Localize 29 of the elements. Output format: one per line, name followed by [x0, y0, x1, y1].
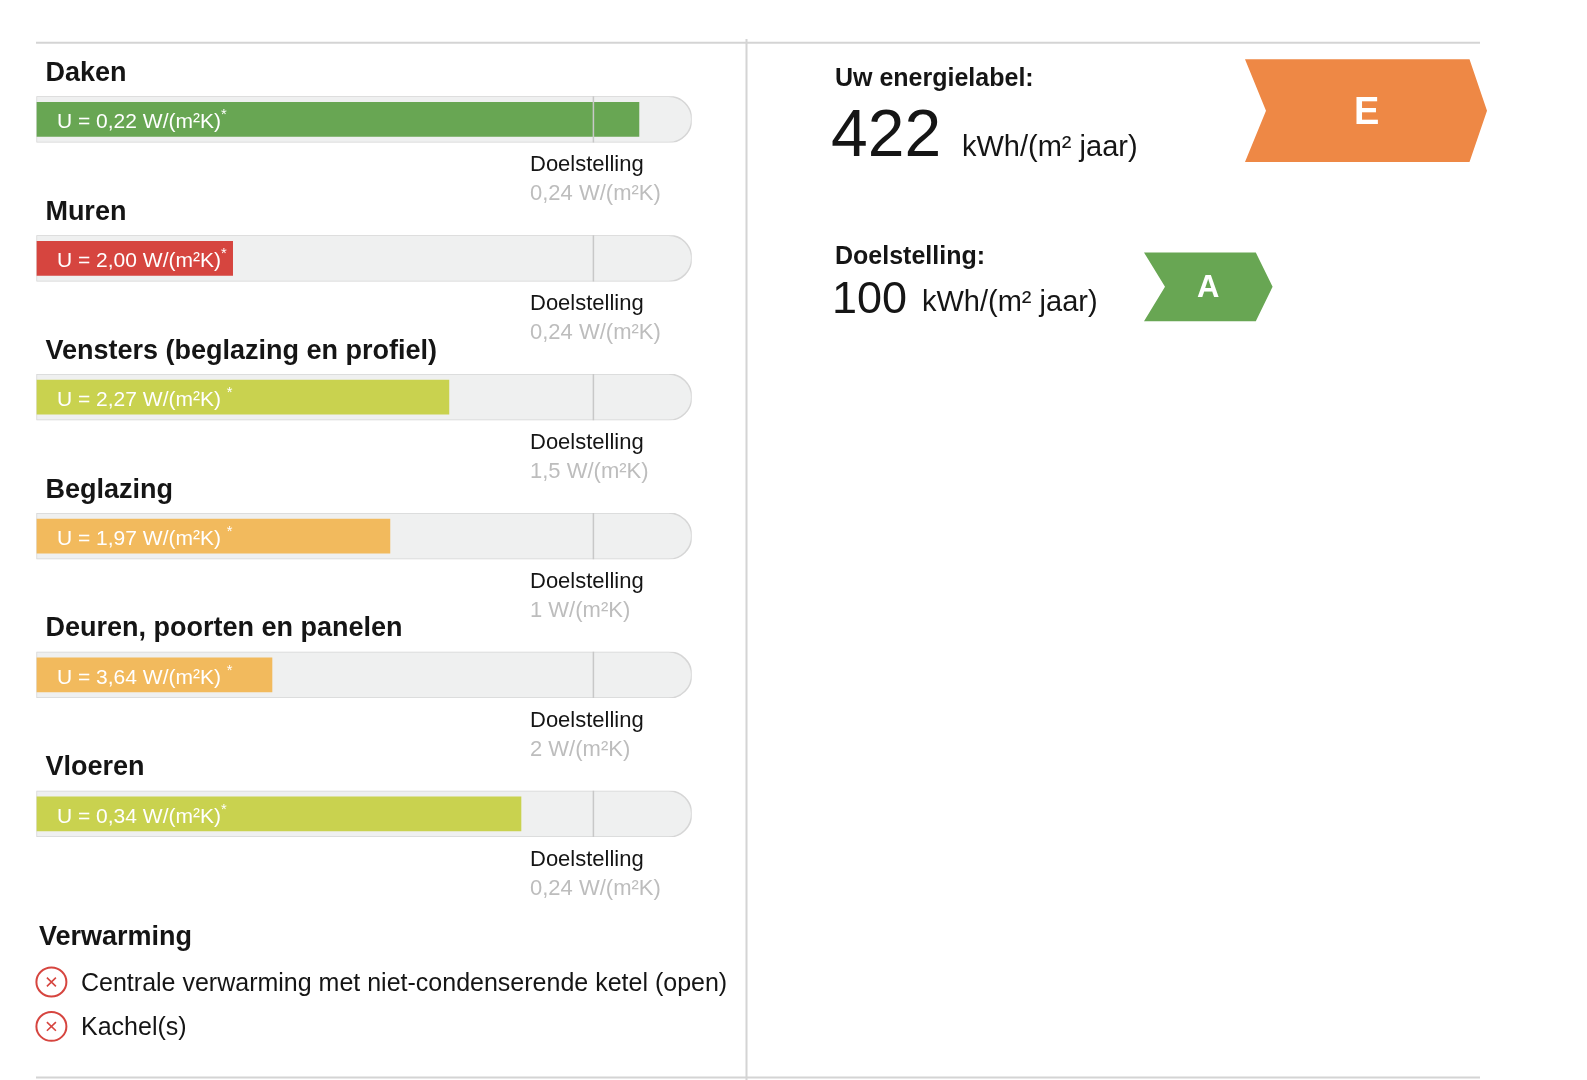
text: Kachel(s)	[81, 1012, 187, 1040]
ref-line-label: Doelstelling 0,24 W/(m²K)	[530, 846, 661, 900]
text: kWh/(m² jaar)	[962, 130, 1138, 162]
text: 100	[832, 272, 908, 323]
y-tick-label: Muren	[45, 195, 127, 226]
ref-line-label: Doelstelling 0,24 W/(m²K)	[530, 151, 661, 205]
annotation: U = 0,34 W/(m²K)$^{*}$	[57, 801, 227, 827]
y-tick-label: Deuren, poorten en panelen	[45, 612, 403, 643]
text: Doelstelling:	[835, 241, 986, 269]
text: A	[1197, 269, 1220, 304]
ref-line-label: Doelstelling 1,5 W/(m²K)	[530, 429, 649, 483]
ref-line-label: Doelstelling 2 W/(m²K)	[530, 707, 644, 761]
ref-line-label: Doelstelling 0,24 W/(m²K)	[530, 290, 661, 344]
text: Uw energielabel:	[835, 63, 1034, 91]
y-tick-label: Vloeren	[45, 751, 145, 782]
y-tick-label: Daken	[45, 56, 127, 87]
ref-line-label: Doelstelling 1 W/(m²K)	[530, 568, 644, 622]
y-tick-label: Vensters (beglazing en profiel)	[45, 334, 437, 365]
annotation: U = 1,97 W/(m²K) $^{*}$	[57, 523, 233, 549]
text: Centrale verwarming met niet-condenserende ketel (open)	[81, 968, 728, 996]
text: 422	[831, 96, 942, 170]
y-tick-label: Beglazing	[45, 473, 173, 504]
text: Verwarming	[39, 921, 193, 951]
annotation: U = 2,27 W/(m²K) $^{*}$	[57, 384, 233, 410]
annotation: U = 3,64 W/(m²K) $^{*}$	[57, 662, 233, 688]
annotation: U = 2,00 W/(m²K)$^{*}$	[57, 245, 227, 271]
text: kWh/(m² jaar)	[922, 285, 1098, 317]
text: E	[1354, 90, 1380, 132]
annotation: U = 0,22 W/(m²K)$^{*}$	[57, 106, 227, 132]
